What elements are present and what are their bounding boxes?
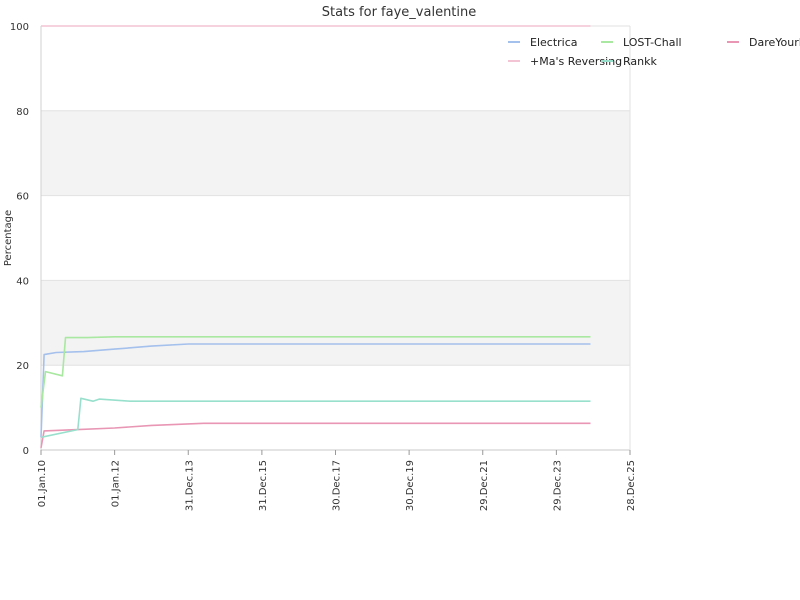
legend: Electrica LOST-Chall DareYourMind +Ma's Rev…	[508, 36, 800, 68]
x-tick-label: 31.Dec.15	[258, 460, 269, 511]
y-tick-label: 80	[16, 107, 29, 118]
legend-label: LOST-Chall	[623, 36, 682, 49]
x-tick-label: 30.Dec.17	[332, 460, 343, 511]
y-tick-label: 60	[16, 192, 29, 203]
y-tick-label: 40	[16, 276, 29, 287]
series-line-dareyourmind	[40, 422, 591, 449]
grid-band	[41, 280, 630, 366]
legend-label: Electrica	[530, 36, 578, 49]
series-layer	[40, 25, 591, 449]
series-line-electrica	[40, 343, 591, 438]
x-tick-label: 01.Jan.12	[111, 460, 122, 507]
y-axis-title: Percentage	[3, 210, 14, 266]
axes: 0 20 40 60 80 100 01.Jan.10 01.Jan.12 31.Dec.13 3…	[10, 22, 637, 511]
y-tick-label: 100	[10, 22, 29, 33]
x-tick-label: 01.Jan.10	[37, 460, 48, 507]
series-line-rankk	[40, 397, 591, 439]
x-tick-label: 29.Dec.23	[552, 460, 563, 511]
series-line-lost-chall	[40, 336, 591, 408]
chart-title: Stats for faye_valentine	[322, 5, 477, 20]
grid-band	[41, 110, 630, 196]
y-tick-label: 0	[23, 446, 29, 457]
x-tick-label: 31.Dec.13	[184, 460, 195, 511]
legend-label: DareYourMind	[749, 36, 800, 49]
y-tick-label: 20	[16, 361, 29, 372]
x-tick-label: 30.Dec.19	[405, 460, 416, 511]
legend-label: +Ma's Reversing	[530, 55, 622, 68]
grid-bands	[41, 26, 630, 450]
x-tick-label: 29.Dec.21	[479, 460, 490, 511]
x-tick-label: 28.Dec.25	[626, 460, 637, 511]
plot-background	[41, 26, 630, 450]
legend-label: Rankk	[623, 55, 657, 68]
